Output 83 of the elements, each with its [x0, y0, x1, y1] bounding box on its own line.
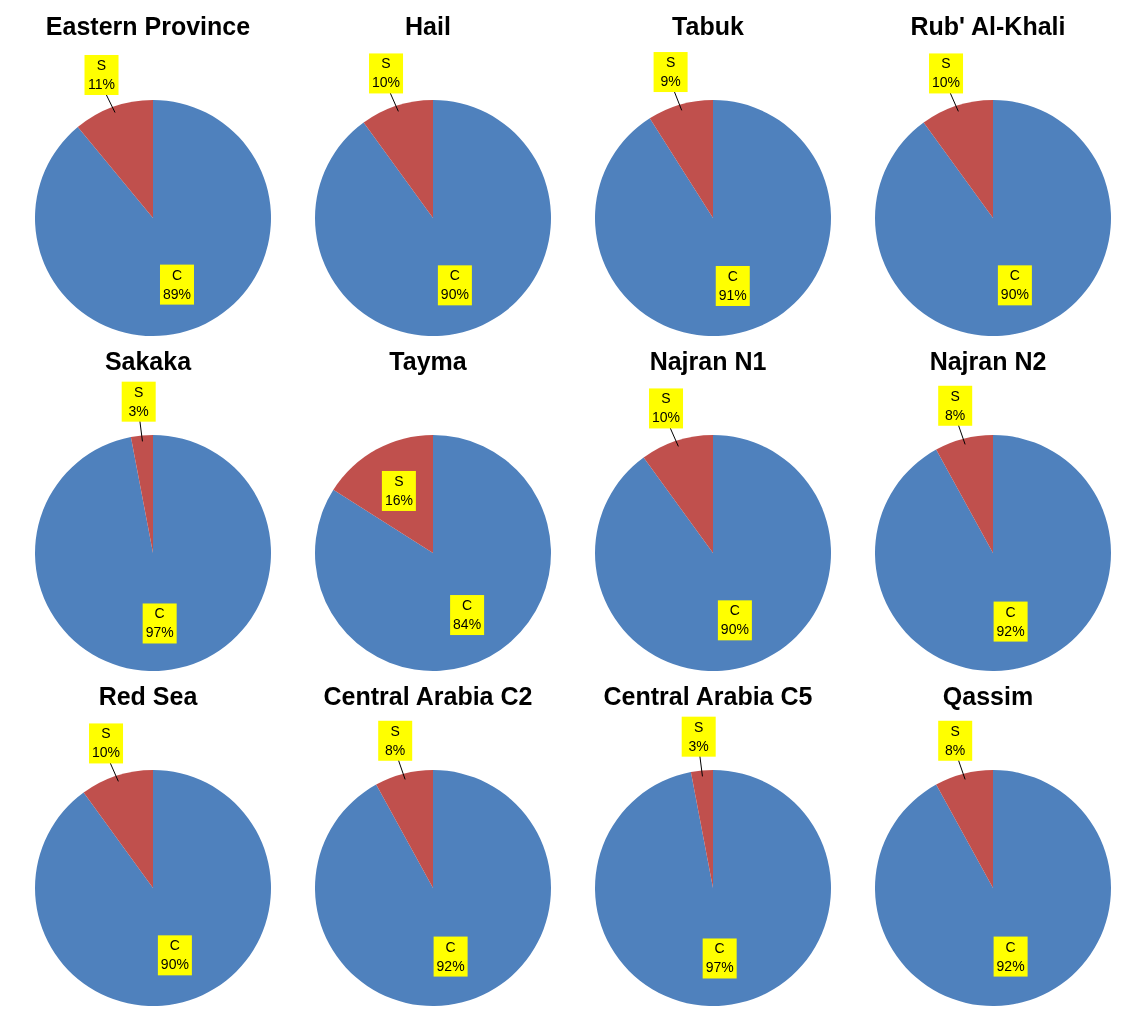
data-label: 3%: [688, 737, 709, 754]
data-label: 92%: [996, 957, 1025, 974]
chart-title: Tabuk: [671, 12, 745, 41]
pie-slice: [649, 100, 713, 218]
pie-slice: [130, 435, 153, 553]
pie-slice: [923, 100, 993, 218]
pie-slice: [363, 100, 433, 218]
slice-label: C: [1005, 938, 1016, 955]
slice-label: S: [665, 54, 676, 71]
pie-slice: [35, 770, 271, 1006]
data-label: 11%: [88, 75, 115, 92]
slice-label: S: [694, 718, 704, 735]
pie-slice: [315, 435, 551, 671]
slice-label: C: [445, 938, 456, 955]
data-label: 8%: [385, 741, 406, 758]
chart-title: Red Sea: [97, 682, 199, 711]
chart-title: Central Arabia C5: [602, 682, 814, 711]
slice-label: S: [101, 725, 111, 742]
chart-title: Tayma: [388, 347, 468, 376]
slice-label: C: [727, 267, 738, 284]
data-label: 97%: [145, 624, 174, 641]
slice-label: C: [154, 605, 165, 622]
chart-title: Najran N2: [928, 347, 1048, 376]
pie-slice: [690, 770, 713, 888]
data-label: 90%: [1000, 286, 1029, 303]
data-label: 97%: [705, 959, 734, 976]
data-label: 89%: [162, 285, 191, 302]
slice-label: S: [134, 383, 144, 400]
slice-label: C: [462, 597, 473, 614]
pie-slice: [875, 770, 1111, 1006]
chart-title: Hail: [404, 12, 452, 41]
slice-label: C: [169, 937, 180, 954]
chart-title: Rub' Al-Khali: [909, 12, 1067, 41]
pie-slice: [376, 770, 433, 888]
slice-label: C: [171, 266, 183, 283]
pie-slice: [83, 770, 153, 888]
pie-slice: [595, 435, 831, 671]
data-label: 90%: [440, 286, 469, 303]
data-label: 8%: [945, 741, 966, 758]
slice-label: S: [950, 387, 960, 404]
data-label: 91%: [718, 286, 747, 303]
data-label: 3%: [128, 402, 149, 419]
data-label: 9%: [660, 73, 681, 90]
pie-slice: [35, 435, 271, 671]
pie-slice: [77, 100, 153, 218]
pie-slice: [936, 770, 993, 888]
slice-label: S: [96, 56, 107, 73]
pie-slice: [595, 100, 831, 336]
chart-title: Central Arabia C2: [322, 682, 534, 711]
slice-label: S: [381, 55, 391, 72]
data-label: 84%: [453, 616, 482, 633]
slice-label: C: [1005, 603, 1016, 620]
pie-slice: [875, 100, 1111, 336]
data-label: 10%: [652, 409, 681, 426]
data-label: 90%: [720, 621, 749, 638]
pie-slice: [35, 100, 271, 336]
pie-slice: [315, 100, 551, 336]
pie-slice: [643, 435, 713, 553]
chart-title: Qassim: [941, 682, 1035, 711]
chart-title: Najran N1: [648, 347, 768, 376]
pie-slice: [936, 435, 993, 553]
slice-label: S: [661, 390, 671, 407]
data-label: 16%: [384, 491, 413, 508]
pie-slice: [875, 435, 1111, 671]
slice-label: S: [390, 722, 400, 739]
data-label: 8%: [945, 406, 966, 423]
data-label: 92%: [436, 957, 465, 974]
slice-label: C: [1009, 267, 1020, 284]
data-label: 10%: [932, 74, 961, 91]
slice-label: S: [950, 722, 960, 739]
slice-label: S: [394, 472, 404, 489]
slice-label: C: [729, 602, 740, 619]
data-label: 92%: [996, 622, 1025, 639]
slice-label: S: [941, 55, 951, 72]
data-label: 10%: [372, 74, 401, 91]
data-label: 10%: [92, 744, 121, 761]
chart-title: Eastern Province: [44, 12, 252, 41]
slice-label: C: [449, 267, 460, 284]
data-label: 90%: [160, 956, 189, 973]
pie-slice: [595, 770, 831, 1006]
pie-slice: [315, 770, 551, 1006]
chart-title: Sakaka: [103, 347, 193, 376]
slice-label: C: [714, 940, 725, 957]
